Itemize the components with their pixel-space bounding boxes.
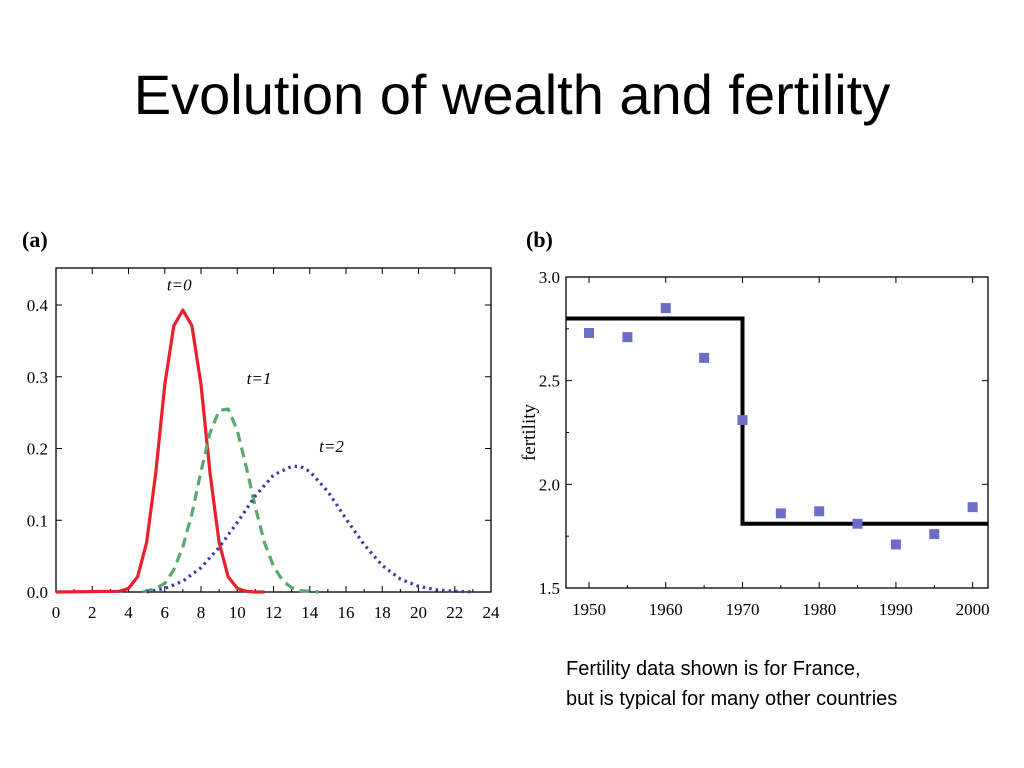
plot-frame-a	[55, 267, 492, 593]
fertility-point	[775, 508, 786, 519]
x-tick-label-a: 16	[338, 603, 355, 622]
fertility-point	[660, 303, 671, 314]
x-tick-label-a: 6	[161, 603, 170, 622]
y-tick-label-a: 0.4	[27, 296, 49, 315]
footnote-line-2: but is typical for many other countries	[566, 688, 898, 710]
fertility-point	[622, 332, 633, 343]
y-tick-label-a: 0.0	[27, 583, 48, 602]
panel-label-a: (a)	[22, 227, 48, 252]
slide-title: Evolution of wealth and fertility	[133, 63, 891, 126]
x-tick-label-b: 1950	[572, 600, 606, 619]
x-tick-label-a: 10	[229, 603, 246, 622]
x-tick-label-a: 8	[197, 603, 206, 622]
series-label-t1: t=1	[247, 369, 272, 388]
series-line-t1	[142, 407, 319, 594]
fertility-point	[814, 506, 825, 517]
x-tick-label-a: 22	[446, 603, 463, 622]
x-tick-label-a: 4	[124, 603, 133, 622]
x-tick-label-b: 1970	[725, 600, 759, 619]
fertility-point	[584, 327, 595, 338]
y-tick-label-b: 2.5	[539, 372, 560, 391]
y-tick-label-b: 1.5	[539, 579, 560, 598]
fertility-point	[737, 415, 748, 426]
fertility-point	[699, 352, 710, 363]
series-label-t2: t=2	[319, 437, 344, 456]
fertility-point	[890, 539, 901, 550]
footnote-line-1: Fertility data shown is for France,	[566, 658, 861, 680]
footnote: Fertility data shown is for France, but …	[566, 654, 897, 714]
series-line-t2	[146, 464, 473, 594]
x-tick-label-b: 1990	[879, 600, 913, 619]
panel-a-wealth-distribution: (a)0 2 4 6 8 10 12 14 16 18 20 22 240.00.10.20.30.4t…	[22, 227, 500, 622]
x-tick-label-a: 18	[374, 603, 391, 622]
x-tick-label-b: 1960	[649, 600, 683, 619]
y-tick-label-b: 2.0	[539, 475, 560, 494]
y-tick-label-a: 0.3	[27, 368, 48, 387]
y-tick-label-a: 0.2	[27, 440, 48, 459]
panel-label-b: (b)	[526, 227, 553, 252]
series-line-t0	[55, 308, 265, 594]
x-tick-label-a: 14	[301, 603, 319, 622]
y-tick-label-a: 0.1	[27, 511, 48, 530]
fertility-point	[967, 502, 978, 513]
x-tick-label-a: 2	[88, 603, 97, 622]
fertility-point	[929, 529, 940, 540]
x-tick-label-b: 1980	[802, 600, 836, 619]
series-label-t0: t=0	[167, 276, 192, 295]
x-tick-label-a: 0	[52, 603, 61, 622]
step-fit-line	[566, 316, 988, 526]
y-axis-label-b: fertility	[519, 404, 540, 461]
x-tick-label-a: 24	[483, 603, 501, 622]
x-tick-label-a: 20	[410, 603, 427, 622]
fertility-point	[852, 518, 863, 529]
x-tick-label-a: 12	[265, 603, 282, 622]
x-tick-label-b: 2000	[956, 600, 990, 619]
panel-b-fertility: (b) 1950 1960 1970 1980 1990 2000 1.5 2.0 2.5 3.0 f…	[519, 227, 990, 619]
y-tick-label-b: 3.0	[539, 268, 560, 287]
plot-frame-b	[565, 276, 989, 589]
